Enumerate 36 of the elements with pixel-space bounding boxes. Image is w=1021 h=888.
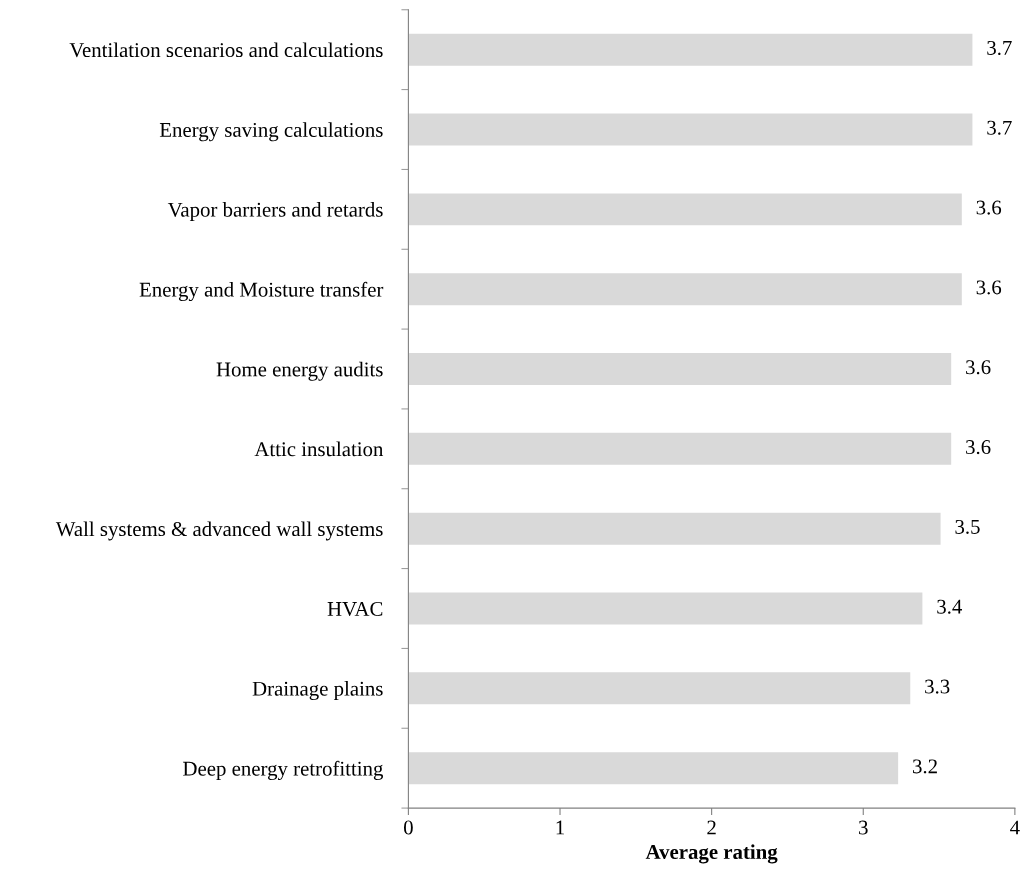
y-tick-label: Energy and Moisture transfer	[139, 281, 384, 302]
y-tick-label: Energy saving calculations	[159, 122, 383, 142]
y-tick-label: Home energy audits	[216, 361, 383, 381]
y-tick-label: Deep energy retrofitting	[183, 760, 383, 780]
x-tick-label: 0	[403, 820, 413, 835]
data-label: 3.3	[925, 679, 950, 694]
x-tick-label: 4	[1010, 820, 1020, 835]
bar	[408, 33, 973, 66]
y-tick-label: Attic insulation	[254, 441, 384, 457]
data-label: 3.2	[913, 759, 937, 774]
x-tick-label: 2	[707, 820, 716, 835]
y-tick-label: Drainage plains	[252, 681, 383, 701]
bar	[408, 592, 923, 625]
bar	[408, 113, 973, 146]
bar	[408, 752, 899, 785]
data-label: 3.5	[955, 519, 980, 534]
bar	[408, 273, 962, 306]
data-label: 3.7	[987, 120, 1012, 135]
bar	[408, 432, 952, 465]
data-label: 3.6	[966, 360, 991, 375]
y-tick-label: Vapor barriers and retards	[167, 202, 383, 222]
bar	[408, 193, 962, 226]
y-tick-label: Wall systems & advanced wall systems	[55, 521, 383, 541]
bar	[408, 672, 911, 705]
data-label: 3.6	[966, 440, 991, 455]
bar	[408, 512, 941, 545]
data-label: 3.6	[976, 200, 1002, 215]
data-label: 3.6	[976, 280, 1002, 295]
bar	[408, 353, 952, 385]
y-tick-label: HVAC	[327, 601, 383, 617]
data-label: 3.7	[987, 40, 1012, 55]
data-label: 3.4	[937, 599, 962, 614]
y-tick-label: Ventilation scenarios and calculations	[69, 42, 383, 58]
x-axis-title: Average rating	[645, 844, 778, 864]
x-tick-label: 3	[859, 820, 868, 835]
x-tick-label: 1	[556, 820, 564, 835]
